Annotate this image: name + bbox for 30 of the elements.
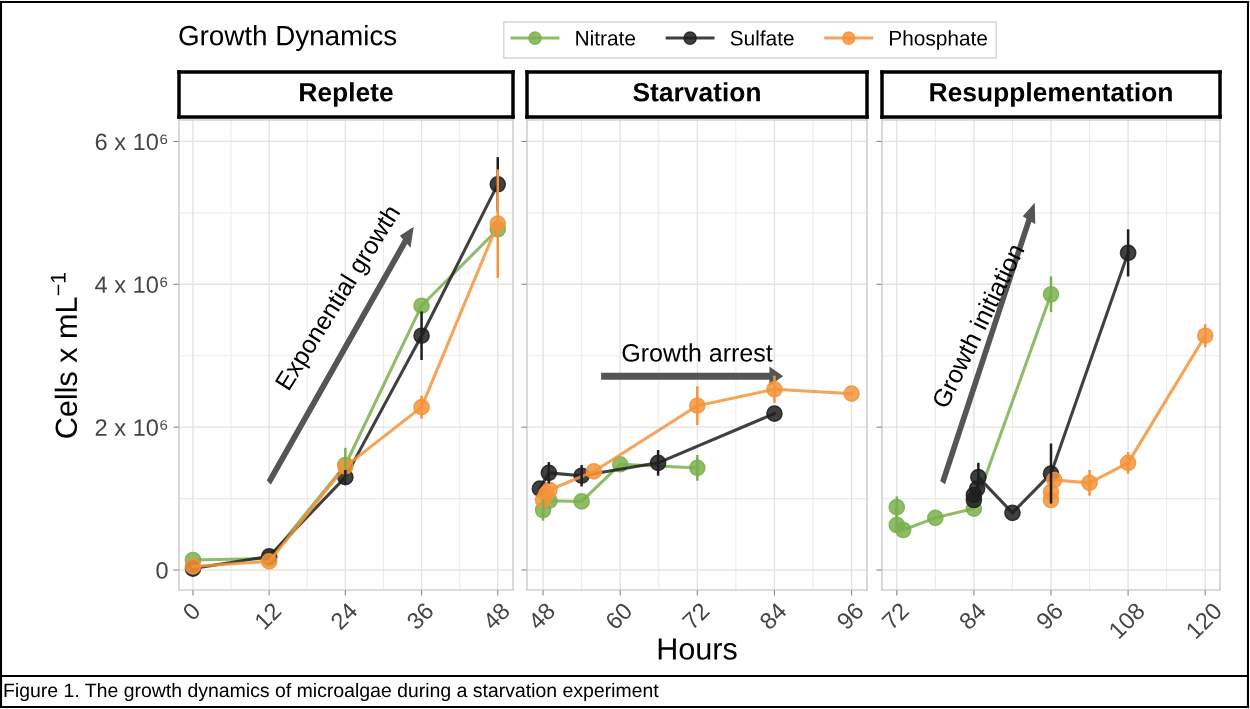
chart-title: Starvation <box>633 82 760 102</box>
y-axis-title: Cells x mL$^{−1}$ <box>50 272 78 438</box>
x-tick-label: 120 <box>1185 601 1223 640</box>
y-tick-label: 2 x 10⁶ <box>95 419 168 436</box>
x-tick-label: 0 <box>181 601 202 622</box>
x-tick-label: 48 <box>526 601 557 631</box>
chart-title: Resupplementation <box>930 82 1172 107</box>
x-tick-label: 36 <box>405 601 435 631</box>
x-tick-label: 72 <box>881 601 910 631</box>
y-tick-label: 4 x 10⁶ <box>95 276 168 294</box>
y-tick-label: 6 x 10⁶ <box>95 133 168 151</box>
x-tick-label: 84 <box>957 601 988 631</box>
x-tick-label: 48 <box>481 601 511 631</box>
legend-label: Nitrate <box>576 30 636 46</box>
x-tick-label: 84 <box>758 601 788 631</box>
x-tick-label: 60 <box>604 601 634 631</box>
x-tick-label: 24 <box>329 601 359 631</box>
x-axis-title: Hours <box>658 638 737 660</box>
legend-label: Sulfate <box>730 30 794 46</box>
x-tick-label: 108 <box>1108 601 1146 640</box>
legend-label: Phosphate <box>890 30 987 50</box>
x-tick-label: 72 <box>681 601 711 631</box>
x-tick-label: 96 <box>835 601 865 631</box>
x-tick-label: 12 <box>253 601 282 630</box>
x-tick-label: 96 <box>1035 601 1065 631</box>
annotation: Growth arrest <box>622 343 773 362</box>
text: Growth Dynamics <box>179 25 397 51</box>
y-tick-label: 0 <box>156 562 168 579</box>
chart-title: Replete <box>300 82 393 107</box>
caption: Figure 1. The growth dynamics of microalgae during a starvation experiment <box>4 682 659 702</box>
